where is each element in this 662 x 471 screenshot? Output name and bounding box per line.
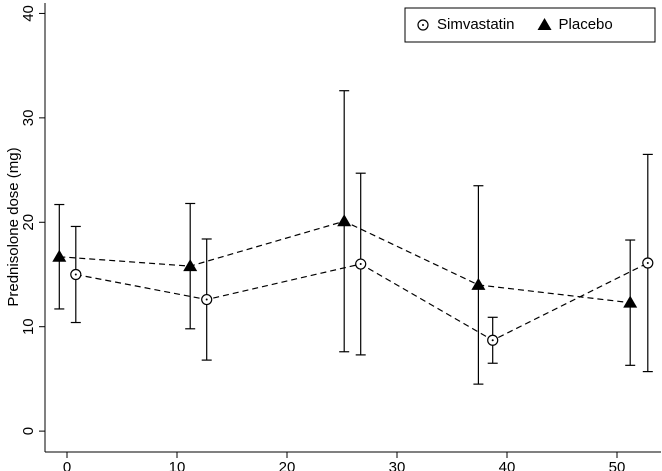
triangle-marker xyxy=(623,295,638,308)
circle-marker xyxy=(487,334,499,346)
legend-label: Simvastatin xyxy=(437,16,515,33)
series-line xyxy=(75,262,649,341)
circle-marker xyxy=(70,268,82,281)
triangle-marker xyxy=(52,249,67,262)
circle-dot xyxy=(74,273,77,276)
triangle-marker xyxy=(471,277,486,290)
x-tick-label: 30 xyxy=(389,459,406,471)
triangle-marker xyxy=(337,214,352,227)
y-tick-label: 0 xyxy=(20,427,37,435)
y-axis-label: Prednisolone dose (mg) xyxy=(5,147,22,306)
circle-dot xyxy=(422,24,424,26)
triangle-marker xyxy=(537,18,552,30)
y-tick-label: 30 xyxy=(20,110,37,127)
circle-dot xyxy=(205,298,208,301)
x-tick-label: 40 xyxy=(499,459,516,471)
legend-box xyxy=(404,7,656,43)
circle-marker xyxy=(417,19,429,31)
y-tick-label: 20 xyxy=(20,214,37,231)
x-tick-label: 10 xyxy=(169,459,186,471)
y-tick-label: 10 xyxy=(20,318,37,335)
circle-marker xyxy=(201,293,213,306)
x-tick-label: 50 xyxy=(609,459,626,471)
circle-dot xyxy=(491,339,494,342)
circle-marker xyxy=(642,257,654,269)
x-tick-label: 0 xyxy=(63,459,71,471)
triangle-marker xyxy=(183,259,198,272)
legend-label: Placebo xyxy=(559,16,613,33)
circle-dot xyxy=(359,263,362,266)
circle-dot xyxy=(646,262,649,265)
y-tick-label: 40 xyxy=(20,5,37,22)
circle-marker xyxy=(355,258,367,270)
x-tick-label: 20 xyxy=(279,459,296,471)
